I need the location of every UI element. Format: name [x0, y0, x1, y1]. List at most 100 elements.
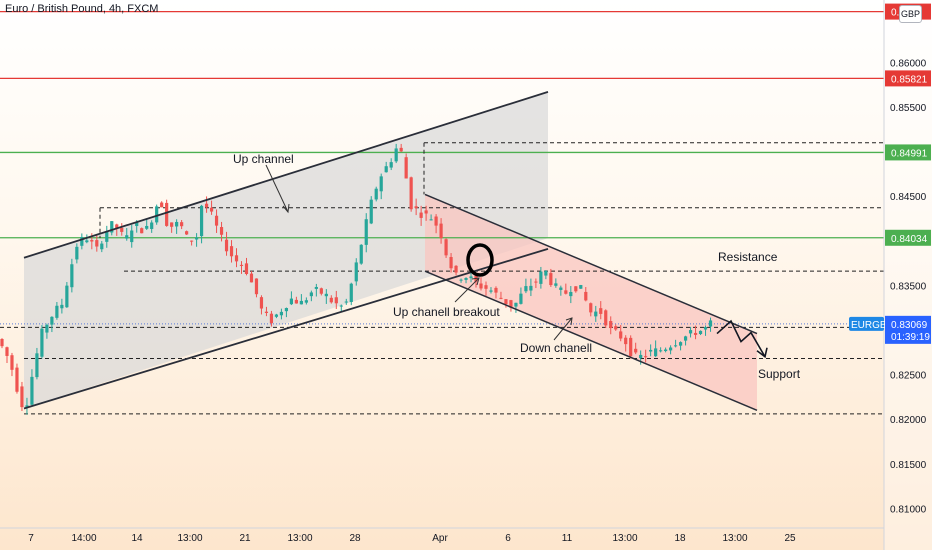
down-channel-lower-line [424, 270, 758, 411]
candle-body [105, 231, 109, 242]
candle-body [294, 299, 298, 304]
candle-body [30, 376, 34, 405]
candle-body [693, 332, 698, 335]
candle-body [155, 206, 159, 223]
candle-body [389, 162, 393, 168]
y-tick-label: 0.81000 [890, 504, 927, 515]
candle-body [698, 330, 703, 335]
candle-body [214, 215, 219, 226]
x-tick-label: 7 [28, 533, 34, 544]
arrow-icon [565, 317, 573, 326]
candle-body [110, 221, 114, 233]
down-channel-label: Down chanell [520, 341, 592, 355]
candle-body [444, 239, 448, 256]
currency-badge[interactable]: GBP [899, 5, 922, 23]
candle-body [644, 356, 648, 358]
candle-body [125, 235, 129, 239]
arrow-icon [471, 277, 480, 286]
candle-body [115, 224, 119, 228]
candle-body [140, 228, 144, 234]
arrow-icon [756, 347, 768, 359]
candle-body [559, 287, 563, 290]
candle-body [634, 348, 638, 353]
breakout-circle-icon [466, 243, 494, 277]
candle-body [649, 349, 653, 352]
candle-body [574, 286, 578, 292]
x-tick-label: 18 [674, 533, 686, 544]
candle-body [424, 210, 428, 214]
candle-body [324, 293, 328, 297]
candle-body [369, 199, 373, 224]
up-channel-upper-line [23, 91, 549, 259]
resistance-label: Resistance [718, 250, 778, 264]
candle-body [249, 273, 254, 283]
candle-body [499, 297, 503, 299]
up-channel-label: Up channel [233, 152, 294, 166]
candle-body [564, 290, 568, 294]
x-tick-label: 6 [505, 533, 511, 544]
level-badge-label: 0.84034 [891, 234, 928, 245]
candle-body [414, 206, 418, 209]
breakout-pointer [454, 277, 480, 303]
candle-body [334, 297, 338, 304]
candle-body [135, 221, 139, 227]
candle-body [15, 367, 19, 392]
up-channel-pointer [265, 164, 289, 213]
candle-body [509, 300, 513, 308]
candle-body [673, 345, 678, 347]
candle-body [145, 225, 149, 229]
candle-body [384, 166, 388, 173]
candle-body [669, 347, 673, 351]
candle-body [10, 355, 14, 370]
x-tick-label: 21 [239, 533, 251, 544]
candle-body [150, 222, 154, 229]
candle-body [254, 278, 259, 295]
candle-body [529, 285, 533, 291]
candle-body [479, 283, 483, 289]
candle-body [683, 336, 688, 341]
candle-body [60, 304, 64, 309]
y-tick-label: 0.81500 [890, 460, 927, 471]
x-tick-label: Apr [432, 533, 448, 544]
candle-body [165, 202, 169, 226]
breakout-label: Up chanell breakout [393, 305, 500, 319]
y-tick-label: 0.82000 [890, 415, 927, 426]
candle-body [664, 349, 668, 352]
candle-body [688, 330, 693, 334]
candle-body [604, 310, 608, 326]
candle-body [429, 219, 433, 221]
level-badge [885, 229, 931, 246]
candle-body [85, 240, 89, 243]
candle-body [339, 305, 343, 307]
candle-body [269, 313, 274, 324]
countdown-label: 01:39:19 [891, 332, 930, 343]
candle-body [349, 283, 353, 302]
candle-body [304, 300, 308, 303]
x-tick-label: 25 [784, 533, 796, 544]
support-label: Support [758, 367, 801, 381]
candle-body [100, 243, 104, 250]
candle-body [65, 285, 69, 308]
candle-body [419, 212, 423, 218]
candle-body [20, 386, 24, 408]
candle-body [259, 297, 264, 309]
x-tick-label: 13:00 [612, 533, 637, 544]
candle-body [539, 271, 543, 284]
candle-body [619, 331, 623, 339]
candle-body [449, 257, 453, 269]
candle-body [130, 230, 134, 243]
candle-body [584, 291, 588, 301]
candle-body [190, 240, 194, 242]
y-tick-label: 0.86000 [890, 58, 927, 69]
candle-body [379, 176, 383, 192]
candle-body [489, 290, 493, 292]
x-tick-label: 14:00 [71, 533, 96, 544]
candle-body [459, 279, 463, 281]
x-tick-label: 13:00 [722, 533, 747, 544]
y-tick-label: 0.82500 [890, 371, 927, 382]
candle-body [204, 203, 209, 208]
candle-body [409, 177, 413, 210]
candle-body [534, 281, 538, 283]
